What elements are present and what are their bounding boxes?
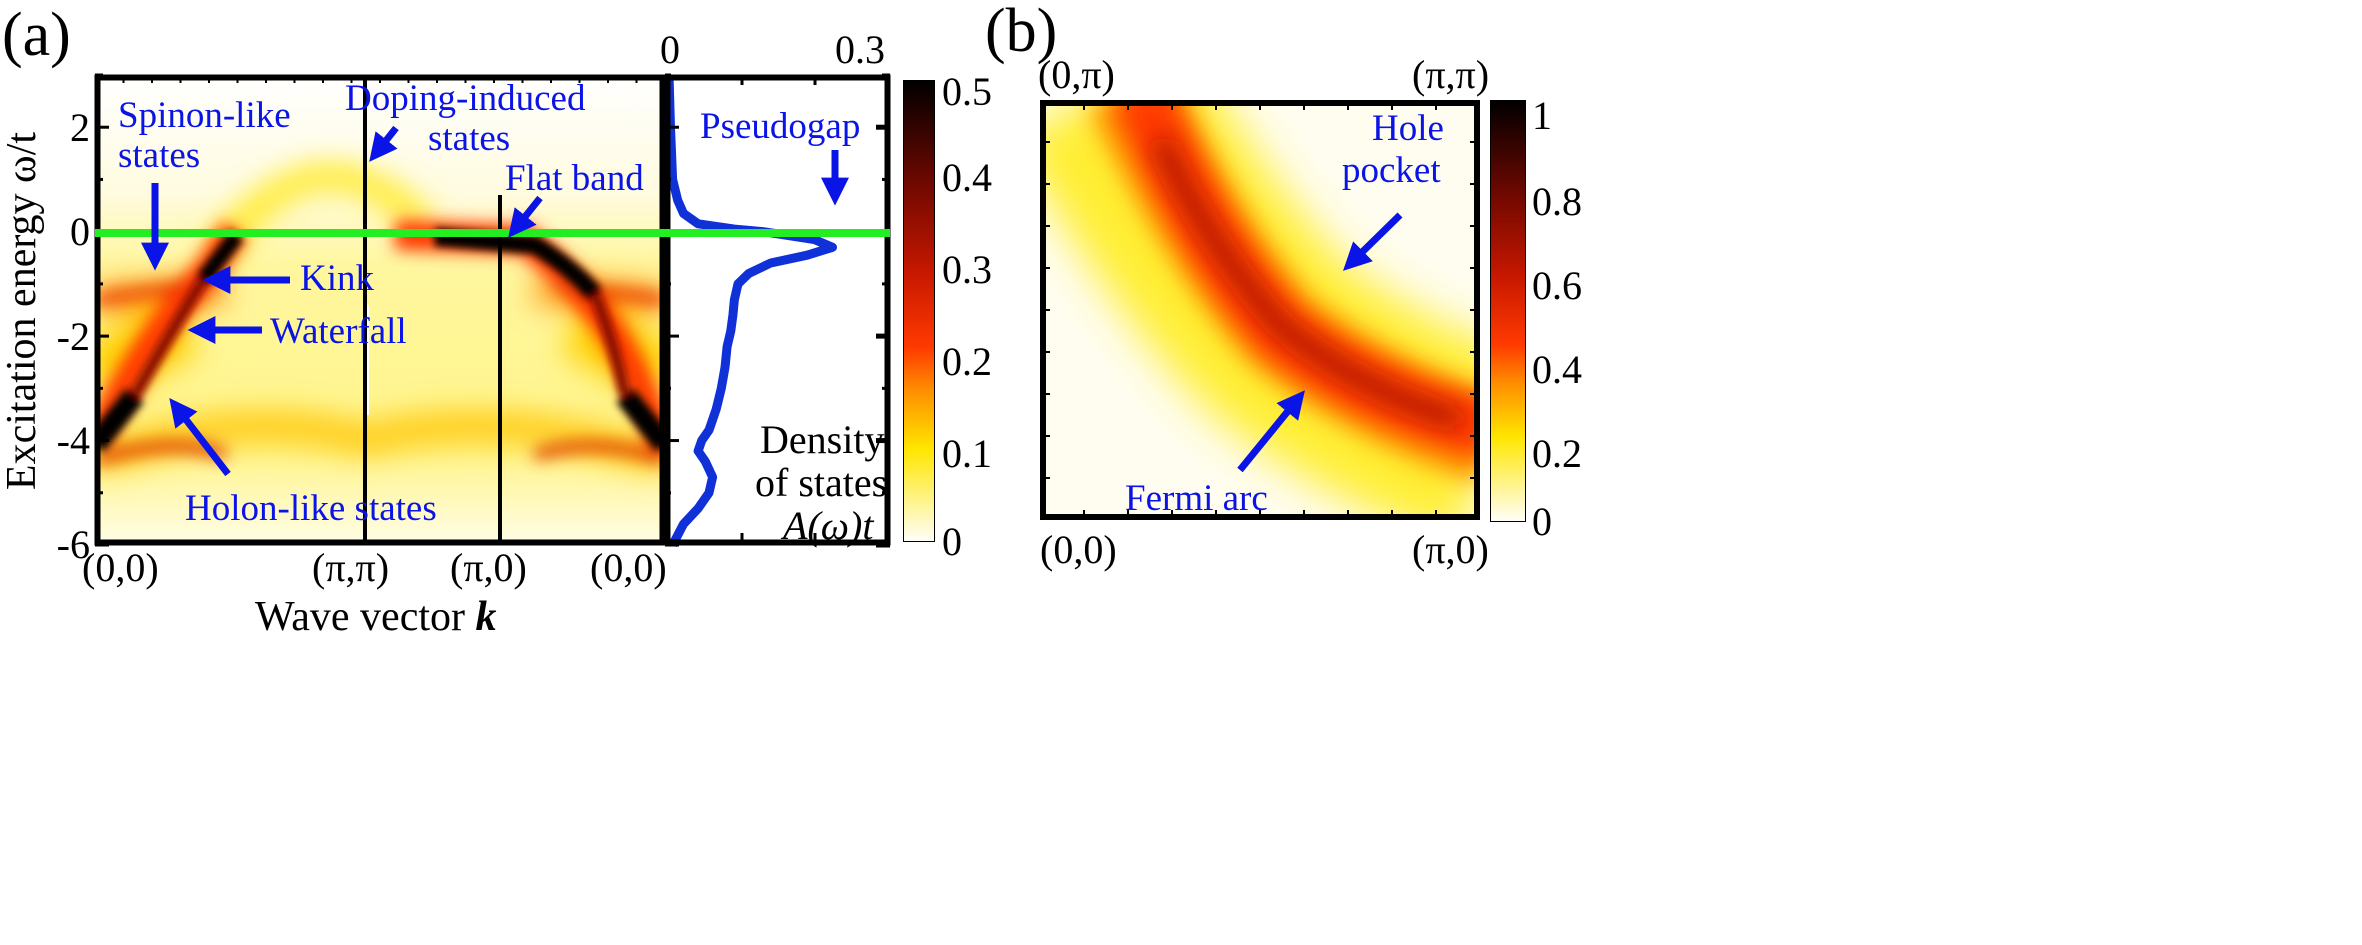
dos-tick-label: 0.3 [835, 27, 885, 72]
annotation-holon: Holon-like states [185, 488, 437, 529]
x-axis-label-text: Wave vector [255, 594, 465, 640]
colorbar-b-tick: 0.8 [1532, 179, 1582, 224]
annotation-doping: Doping-induced [345, 78, 586, 119]
corner-label: (π,π) [1412, 52, 1490, 97]
annotation-flat-band: Flat band [505, 158, 644, 199]
corner-label: (0,π) [1038, 52, 1115, 97]
dos-curve [664, 74, 837, 548]
arrow-fermi-arc [1237, 390, 1305, 473]
colorbar-a-tick: 0 [942, 519, 962, 564]
colorbar-a-tick: 0.3 [942, 247, 992, 292]
x-axis-symbol: k [475, 594, 497, 640]
colorbar-b-tick: 0.6 [1532, 263, 1582, 308]
dos-frame [664, 74, 891, 546]
y-tick-label: -4 [56, 418, 90, 463]
x-tick-label: (π,0) [450, 545, 527, 590]
x-tick-label: (0,0) [590, 545, 667, 590]
annotation-pseudogap: Pseudogap [700, 106, 861, 147]
corner-label: (π,0) [1412, 527, 1489, 572]
dos-label: A(ω)t [783, 503, 874, 548]
corner-label: (0,0) [1040, 527, 1117, 572]
annotation-fermi-arc: Fermi arc [1125, 478, 1268, 519]
spectral-heatmap [94, 73, 666, 547]
x-tick-label: (π,π) [312, 545, 390, 590]
colorbar-b-tick: 0.2 [1532, 431, 1582, 476]
dos-label: Density [760, 417, 885, 462]
y-tick-label: 2 [70, 105, 90, 150]
panel-label-a: (a) [2, 1, 71, 69]
annotation-doping: states [428, 118, 511, 159]
y-tick-label: -2 [56, 314, 90, 359]
dos-label: of states [755, 460, 888, 505]
dos-tick-label: 0 [660, 27, 680, 72]
colorbar-b-tick: 1 [1532, 93, 1552, 138]
arrow-hole-pocket [1342, 212, 1403, 271]
y-tick-label: -6 [56, 522, 90, 567]
colorbar-a-tick: 0.1 [942, 431, 992, 476]
colorbar-b-tick: 0.4 [1532, 347, 1582, 392]
annotation-spinon: Spinon-like [118, 95, 291, 136]
arrow-holon [169, 398, 231, 477]
annotation-hole-pocket: Hole [1372, 108, 1444, 149]
annotation-kink: Kink [300, 258, 374, 299]
colorbar-b [1490, 100, 1526, 522]
annotation-hole-pocket: pocket [1342, 150, 1441, 191]
fermi-surface-heatmap [1040, 100, 1480, 520]
annotation-spinon: states [118, 135, 201, 176]
heatmap-frame [94, 74, 666, 546]
panel-label-b: (b) [985, 0, 1058, 65]
x-tick-label: (0,0) [82, 545, 159, 590]
arrow-flat-band [508, 195, 543, 238]
annotation-waterfall: Waterfall [270, 311, 407, 352]
colorbar-a-tick: 0.2 [942, 339, 992, 384]
x-axis-label: Wave vector k [255, 596, 497, 638]
y-tick-label: 0 [70, 209, 90, 254]
colorbar-a [903, 80, 935, 542]
colorbar-a-tick: 0.5 [942, 69, 992, 114]
fermi-level-line [95, 229, 890, 237]
colorbar-b-tick: 0 [1532, 499, 1552, 544]
arrow-doping [369, 125, 399, 162]
fermi-surface-frame [1040, 100, 1480, 520]
colorbar-a-tick: 0.4 [942, 155, 992, 200]
